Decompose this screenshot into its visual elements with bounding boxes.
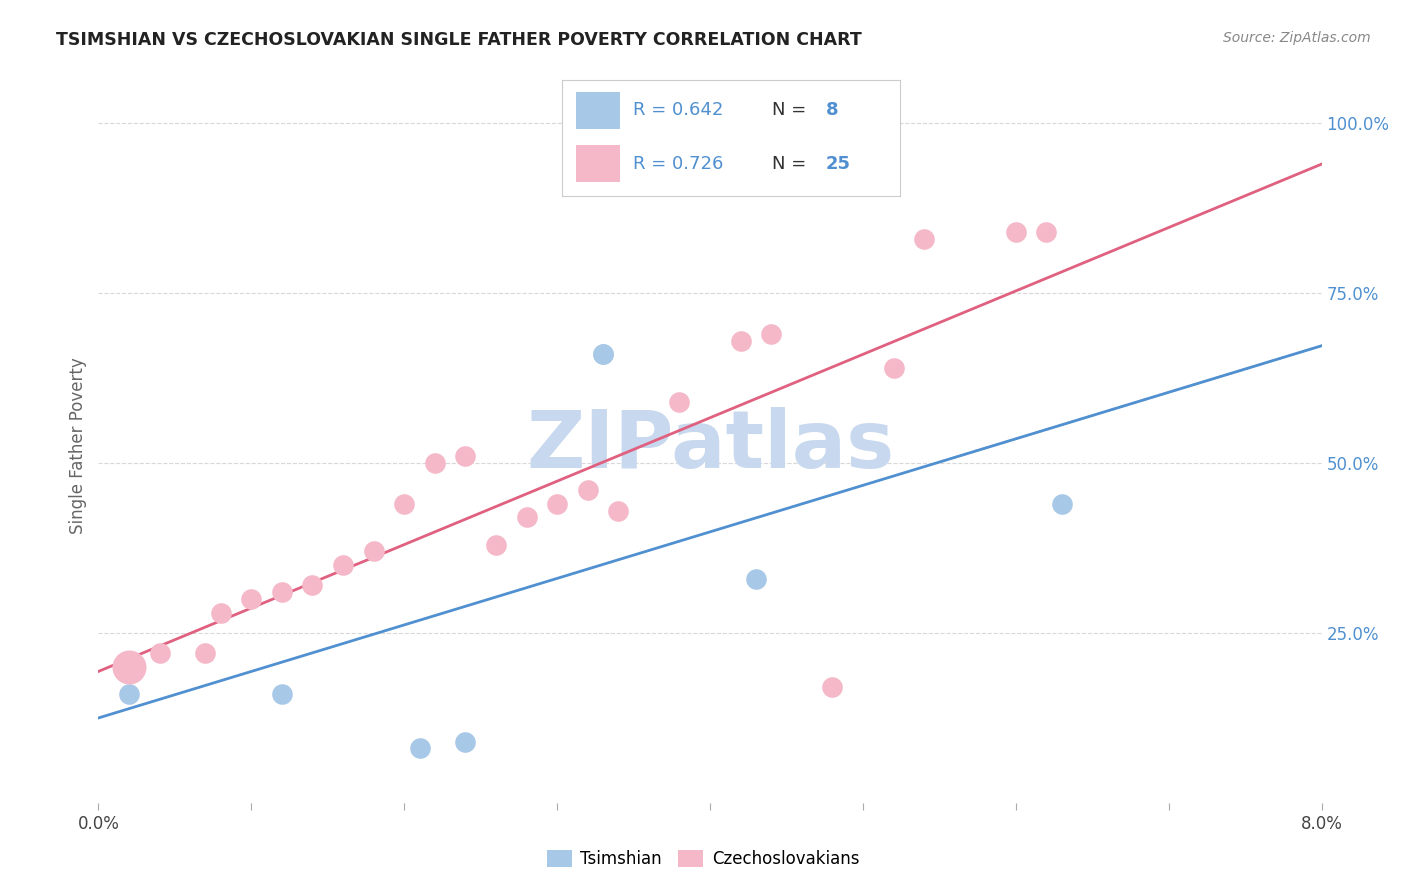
- Point: [454, 734, 477, 748]
- Text: TSIMSHIAN VS CZECHOSLOVAKIAN SINGLE FATHER POVERTY CORRELATION CHART: TSIMSHIAN VS CZECHOSLOVAKIAN SINGLE FATH…: [56, 31, 862, 49]
- Point: [363, 544, 385, 558]
- Point: [301, 578, 323, 592]
- Point: [912, 232, 935, 246]
- Point: [270, 687, 294, 701]
- Point: [607, 503, 630, 517]
- Point: [392, 497, 416, 511]
- Text: ZIPatlas: ZIPatlas: [526, 407, 894, 485]
- Point: [270, 585, 294, 599]
- Point: [194, 646, 217, 660]
- Point: [546, 497, 568, 511]
- Point: [592, 347, 614, 361]
- Point: [240, 591, 263, 606]
- Point: [592, 347, 614, 361]
- Text: N =: N =: [772, 155, 811, 173]
- Point: [1035, 225, 1057, 239]
- Point: [516, 510, 538, 524]
- Point: [759, 326, 782, 341]
- Text: 8: 8: [825, 102, 838, 120]
- Point: [454, 449, 477, 463]
- Point: [149, 646, 172, 660]
- Text: N =: N =: [772, 102, 811, 120]
- Point: [821, 680, 844, 694]
- Point: [423, 456, 446, 470]
- Point: [730, 334, 752, 348]
- Point: [118, 660, 141, 674]
- Y-axis label: Single Father Poverty: Single Father Poverty: [69, 358, 87, 534]
- Point: [576, 483, 599, 498]
- Text: 25: 25: [825, 155, 851, 173]
- Point: [1004, 225, 1026, 239]
- Point: [408, 741, 430, 756]
- Point: [332, 558, 354, 572]
- Point: [118, 687, 141, 701]
- Text: R = 0.726: R = 0.726: [633, 155, 724, 173]
- Point: [209, 606, 232, 620]
- Point: [668, 394, 690, 409]
- Point: [118, 660, 141, 674]
- Text: Source: ZipAtlas.com: Source: ZipAtlas.com: [1223, 31, 1371, 45]
- Point: [745, 572, 768, 586]
- Point: [485, 537, 508, 551]
- FancyBboxPatch shape: [576, 92, 620, 129]
- Legend: Tsimshian, Czechoslovakians: Tsimshian, Czechoslovakians: [540, 843, 866, 875]
- FancyBboxPatch shape: [576, 145, 620, 182]
- Text: R = 0.642: R = 0.642: [633, 102, 724, 120]
- Point: [883, 360, 905, 375]
- Point: [1050, 497, 1073, 511]
